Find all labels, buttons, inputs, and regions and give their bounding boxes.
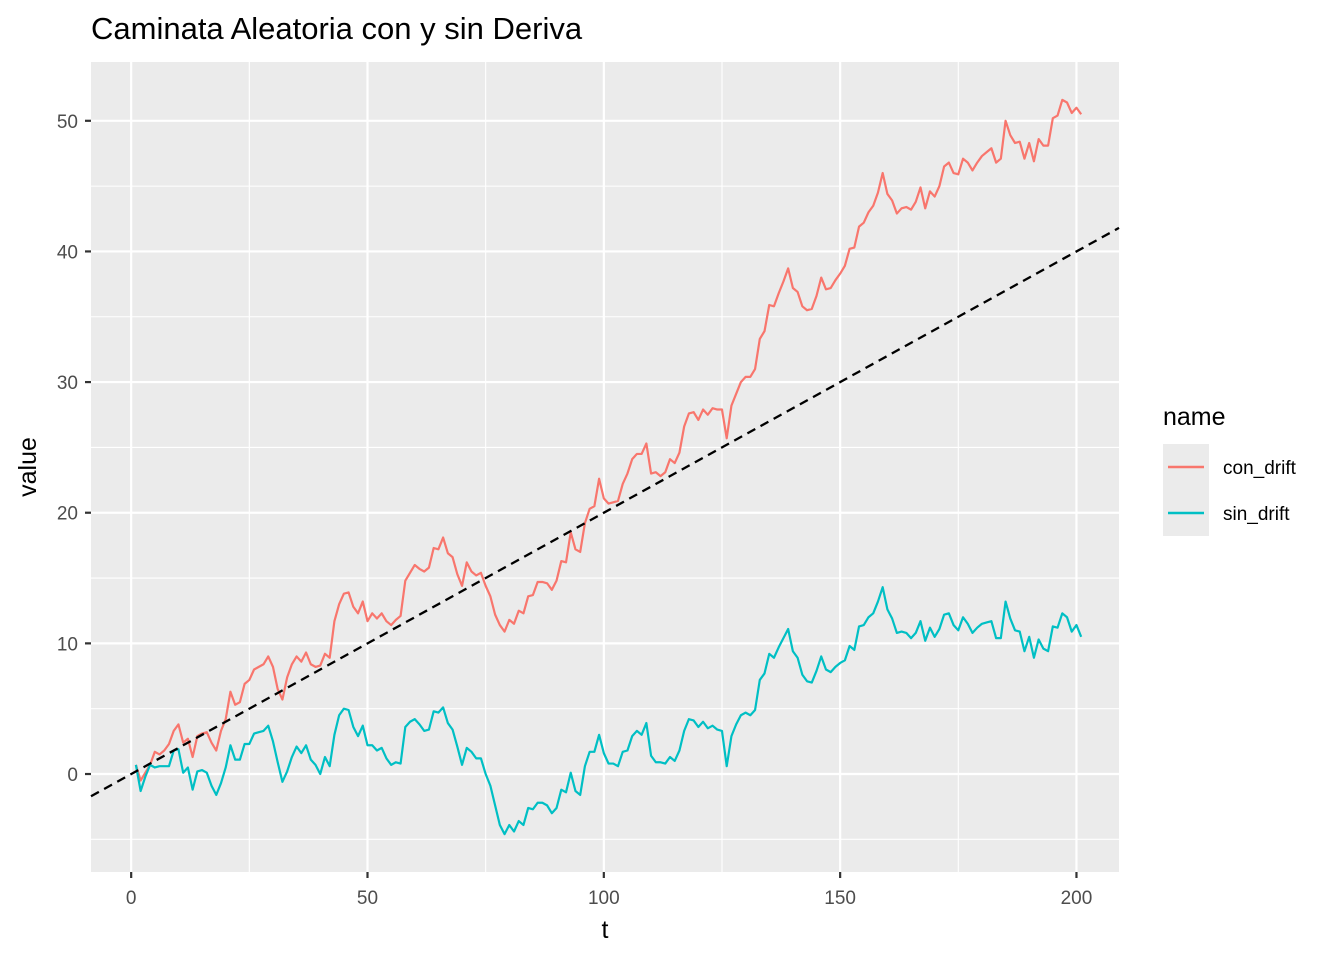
minor-gridlines [91,62,1119,872]
x-tick-label: 50 [357,888,378,909]
x-tick-label: 100 [588,888,620,909]
plot-panel [91,62,1119,872]
y-axis-title: value [14,437,42,497]
x-axis-title: t [602,916,609,944]
y-tick-label: 30 [57,373,78,394]
y-axis-ticks: 0 10 20 30 40 50 [57,112,91,786]
legend-label-sin_drift: sin_drift [1223,504,1290,525]
x-tick-label: 0 [126,888,137,909]
y-tick-label: 10 [57,634,78,655]
y-tick-label: 0 [67,765,78,786]
legend-items: con_drift sin_drift [1163,444,1297,536]
x-tick-label: 150 [824,888,856,909]
legend: name con_drift sin_drift [1163,403,1297,536]
legend-title: name [1163,403,1226,431]
series-line-con_drift [134,98,1083,782]
legend-label-con_drift: con_drift [1223,458,1297,479]
chart-title: Caminata Aleatoria con y sin Deriva [91,11,583,46]
y-tick-label: 40 [57,242,78,263]
y-tick-label: 20 [57,504,78,525]
series-layer [134,98,1083,836]
series-line-sin_drift [134,586,1083,836]
x-tick-label: 200 [1061,888,1093,909]
y-tick-label: 50 [57,112,78,133]
x-axis-ticks: 0 50 100 150 200 [126,872,1092,909]
reference-line [90,226,1120,798]
